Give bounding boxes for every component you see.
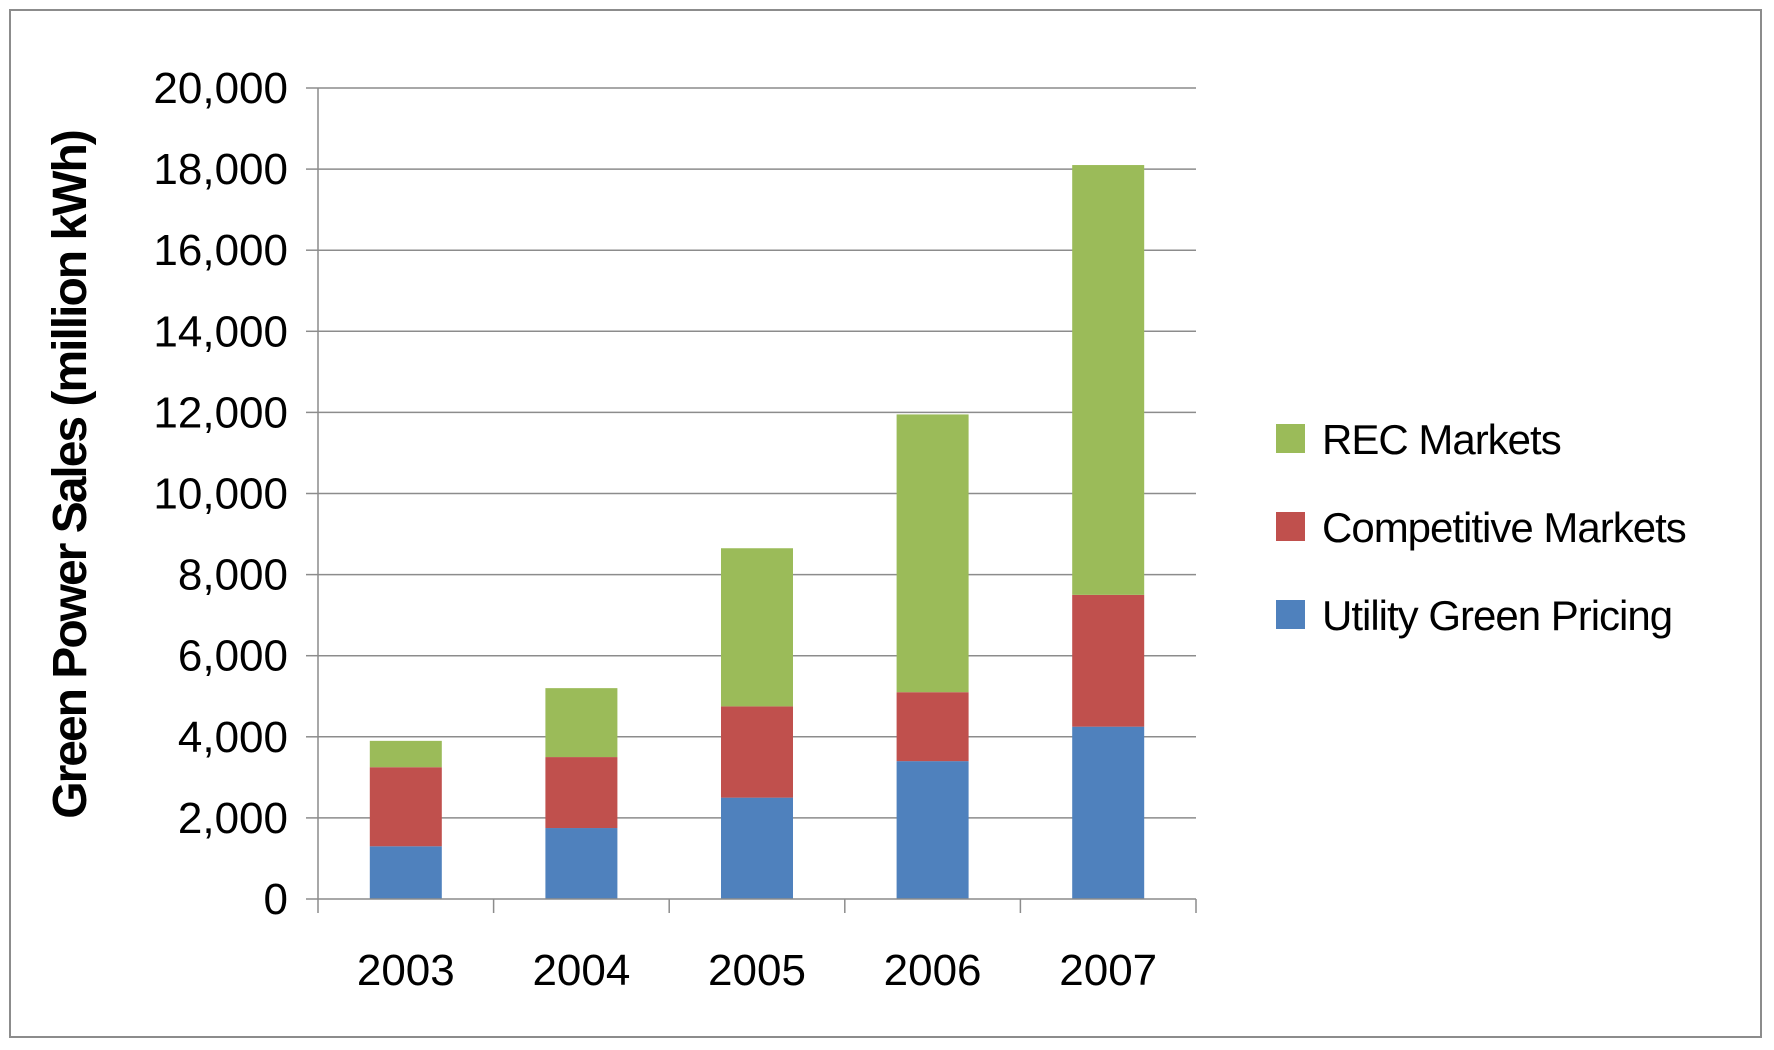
y-tick-label: 6,000	[178, 632, 288, 681]
y-tick-label: 16,000	[153, 226, 288, 275]
y-tick-label: 10,000	[153, 470, 288, 519]
y-tick-label: 0	[264, 875, 288, 924]
y-axis-label: Green Power Sales (million kWh)	[44, 131, 97, 819]
gridlines	[306, 87, 1196, 900]
bar-rec-markets-2003	[369, 740, 442, 768]
legend-label: Utility Green Pricing	[1322, 592, 1672, 639]
bar-competitive-markets-2007	[1072, 594, 1145, 727]
bar-utility-green-pricing-2005	[721, 797, 793, 899]
bar-utility-green-pricing-2007	[1072, 726, 1145, 899]
legend-label: Competitive Markets	[1322, 504, 1686, 551]
y-tick-labels: 0 2,000 4,000 6,000 8,000 10,000 12,000 14,000 1…	[153, 64, 288, 924]
axes	[317, 88, 1197, 913]
y-tick-label: 2,000	[178, 794, 288, 843]
bar-competitive-markets-2005	[721, 706, 793, 798]
bar-utility-green-pricing-2003	[369, 846, 442, 899]
y-tick-label: 4,000	[178, 713, 288, 762]
bar-utility-green-pricing-2006	[896, 761, 969, 899]
y-tick-label: 18,000	[153, 145, 288, 194]
chart-frame	[9, 9, 1762, 1038]
bar-competitive-markets-2006	[896, 692, 969, 762]
legend-swatch	[1276, 600, 1305, 629]
y-tick-label: 12,000	[153, 388, 288, 437]
legend-label: REC Markets	[1322, 416, 1561, 463]
x-tick-label: 2003	[357, 946, 455, 995]
x-tick-label: 2006	[884, 946, 982, 995]
legend-swatch	[1276, 424, 1305, 453]
x-tick-label: 2007	[1059, 946, 1157, 995]
bar-competitive-markets-2004	[545, 757, 618, 829]
x-tick-labels: 2003 2004 2005 2006 2007	[357, 946, 1157, 995]
legend: REC Markets Competitive Markets Utility Gr…	[1276, 416, 1687, 639]
bar-competitive-markets-2003	[369, 767, 442, 847]
bar-utility-green-pricing-2004	[545, 828, 618, 899]
bar-rec-markets-2004	[545, 688, 618, 758]
bar-rec-markets-2007	[1072, 165, 1145, 595]
y-tick-label: 20,000	[153, 64, 288, 113]
legend-swatch	[1276, 512, 1305, 541]
x-tick-label: 2005	[708, 946, 806, 995]
bar-rec-markets-2005	[721, 548, 793, 707]
bars	[369, 165, 1145, 899]
y-tick-label: 14,000	[153, 307, 288, 356]
bar-rec-markets-2006	[896, 414, 969, 693]
x-tick-label: 2004	[532, 946, 630, 995]
y-tick-label: 8,000	[178, 551, 288, 600]
